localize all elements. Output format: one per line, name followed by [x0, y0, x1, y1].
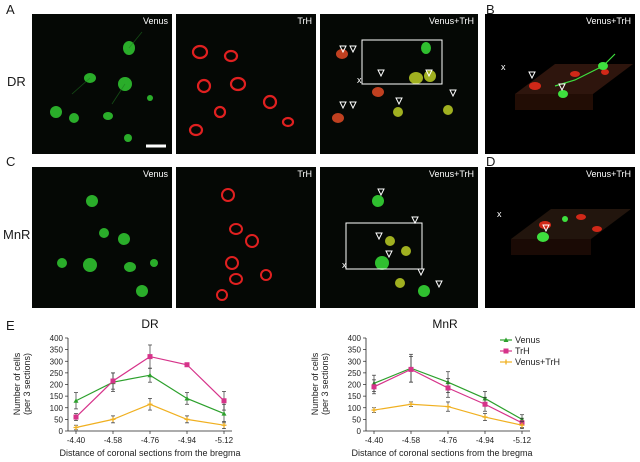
data-point — [73, 398, 79, 403]
x-marker: x — [501, 62, 506, 72]
merged-cells-image — [332, 39, 457, 123]
x-tick-label: -5.12 — [513, 436, 532, 445]
panel-letter-b: B — [486, 2, 495, 17]
data-point — [73, 414, 79, 420]
micrograph-a-venus: Venus — [32, 14, 172, 154]
x-tick-label: -4.76 — [439, 436, 458, 445]
y-tick-label: 50 — [54, 415, 63, 424]
y-tick-label: 200 — [348, 381, 362, 390]
data-point — [184, 362, 190, 368]
micrograph-label: Venus+TrH — [429, 169, 474, 179]
merged-cells-image — [345, 188, 443, 297]
panel-letter-e: E — [6, 318, 15, 333]
data-point — [445, 385, 451, 391]
chart-title: MnR — [432, 318, 458, 331]
y-tick-label: 300 — [50, 357, 64, 366]
y-tick-label: 0 — [59, 427, 64, 436]
micrograph-label: Venus+TrH — [429, 16, 474, 26]
venus-cells-image — [50, 31, 166, 148]
y-tick-label: 400 — [50, 334, 64, 343]
y-tick-label: 350 — [348, 346, 362, 355]
3d-reconstruction-image — [511, 209, 631, 255]
3d-reconstruction-image — [515, 53, 633, 110]
y-tick-label: 250 — [50, 369, 64, 378]
zoom-box — [361, 39, 443, 85]
y-tick-label: 50 — [352, 415, 361, 424]
y-tick-label: 0 — [357, 427, 362, 436]
y-axis-label-line2: (per 3 sections) — [320, 353, 330, 415]
micrograph-label: Venus+TrH — [586, 16, 631, 26]
data-point — [110, 378, 116, 384]
y-tick-label: 350 — [50, 346, 64, 355]
y-tick-label: 100 — [50, 404, 64, 413]
x-tick-label: -4.40 — [67, 436, 86, 445]
data-point — [221, 411, 227, 416]
trh-cells-image — [216, 188, 272, 301]
x-marker: x — [497, 209, 502, 219]
micrograph-label: Venus — [142, 169, 168, 179]
y-axis-label-line2: (per 3 sections) — [22, 353, 32, 415]
x-axis-label: Distance of coronal sections from the br… — [59, 448, 240, 458]
micrograph-label: Venus — [142, 16, 168, 26]
data-point — [408, 366, 414, 372]
micrograph-label: TrH — [297, 169, 312, 179]
row-label-mnr: MnR — [3, 227, 31, 242]
legend-label: TrH — [515, 346, 530, 356]
x-tick-label: -4.58 — [402, 436, 421, 445]
legend-label: Venus+TrH — [515, 357, 560, 367]
data-point — [221, 398, 227, 404]
chart-title: DR — [141, 318, 159, 331]
y-tick-label: 150 — [50, 392, 64, 401]
x-tick-label: -4.40 — [365, 436, 384, 445]
x-tick-label: -4.76 — [141, 436, 160, 445]
legend-marker — [503, 348, 509, 354]
micrograph-label: TrH — [297, 16, 312, 26]
y-tick-label: 400 — [348, 334, 362, 343]
cell-count-charts: DR 0 50 100 150 200 250 300 350 400 -4.40 -4.58 -4.7… — [12, 318, 560, 458]
legend-marker — [503, 337, 509, 342]
micrograph-d-3d: Venus+TrH x — [485, 167, 635, 308]
data-point — [147, 372, 153, 378]
x-marker: x — [357, 75, 362, 85]
x-tick-label: -5.12 — [215, 436, 234, 445]
row-label-dr: DR — [7, 74, 26, 89]
x-axis-label: Distance of coronal sections from the br… — [351, 448, 532, 458]
x-marker: x — [342, 260, 347, 270]
legend-label: Venus — [515, 335, 541, 345]
micrograph-a-merge: Venus+TrH x — [320, 14, 478, 154]
y-tick-label: 300 — [348, 357, 362, 366]
micrograph-c-trh: TrH — [176, 167, 316, 308]
data-point — [371, 384, 377, 390]
x-tick-label: -4.58 — [104, 436, 123, 445]
data-point — [147, 354, 153, 360]
y-axis-label: Number of cells — [310, 352, 320, 415]
y-axis-label: Number of cells — [12, 352, 22, 415]
micrograph-c-merge: Venus+TrH x — [320, 167, 478, 308]
panel-letter-a: A — [6, 2, 15, 17]
trh-cells-image — [188, 44, 295, 137]
micrograph-label: Venus+TrH — [586, 169, 631, 179]
y-tick-label: 200 — [50, 381, 64, 390]
panel-letter-c: C — [6, 154, 16, 169]
venus-cells-image — [57, 195, 158, 297]
y-tick-label: 100 — [348, 404, 362, 413]
zoom-box — [345, 222, 423, 270]
micrograph-b-3d: Venus+TrH x — [485, 14, 635, 154]
micrograph-c-venus: Venus — [32, 167, 172, 308]
micrograph-a-trh: TrH — [176, 14, 316, 154]
y-tick-label: 250 — [348, 369, 362, 378]
x-tick-label: -4.94 — [476, 436, 495, 445]
data-point — [184, 395, 190, 401]
x-tick-label: -4.94 — [178, 436, 197, 445]
line-chart-1: MnR 0 50 100 150 200 250 300 350 400 -4.40 -4.58 -4.… — [310, 318, 560, 458]
line-chart-0: DR 0 50 100 150 200 250 300 350 400 -4.40 -4.58 -4.7… — [12, 318, 241, 458]
y-tick-label: 150 — [348, 392, 362, 401]
panel-letter-d: D — [486, 154, 496, 169]
data-point — [482, 401, 488, 407]
